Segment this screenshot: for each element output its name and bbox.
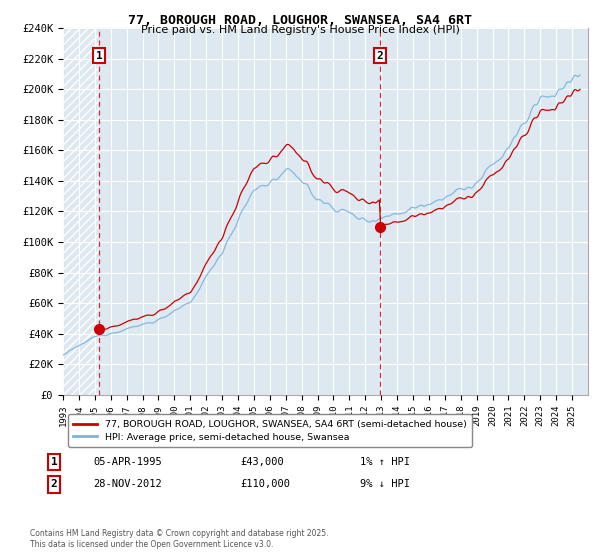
Text: Price paid vs. HM Land Registry's House Price Index (HPI): Price paid vs. HM Land Registry's House … [140, 25, 460, 35]
Text: 28-NOV-2012: 28-NOV-2012 [93, 479, 162, 489]
Text: 2: 2 [50, 479, 58, 489]
Text: Contains HM Land Registry data © Crown copyright and database right 2025.
This d: Contains HM Land Registry data © Crown c… [30, 529, 329, 549]
Bar [63, 28, 99, 395]
Text: 9% ↓ HPI: 9% ↓ HPI [360, 479, 410, 489]
Legend: 77, BOROUGH ROAD, LOUGHOR, SWANSEA, SA4 6RT (semi-detached house), HPI: Average : 77, BOROUGH ROAD, LOUGHOR, SWANSEA, SA4 … [68, 414, 472, 447]
Text: 2: 2 [376, 50, 383, 60]
Text: 1% ↑ HPI: 1% ↑ HPI [360, 457, 410, 467]
Text: 05-APR-1995: 05-APR-1995 [93, 457, 162, 467]
Text: £110,000: £110,000 [240, 479, 290, 489]
Text: 1: 1 [50, 457, 58, 467]
Text: £43,000: £43,000 [240, 457, 284, 467]
Text: 77, BOROUGH ROAD, LOUGHOR, SWANSEA, SA4 6RT: 77, BOROUGH ROAD, LOUGHOR, SWANSEA, SA4 … [128, 14, 472, 27]
Text: 1: 1 [96, 50, 103, 60]
